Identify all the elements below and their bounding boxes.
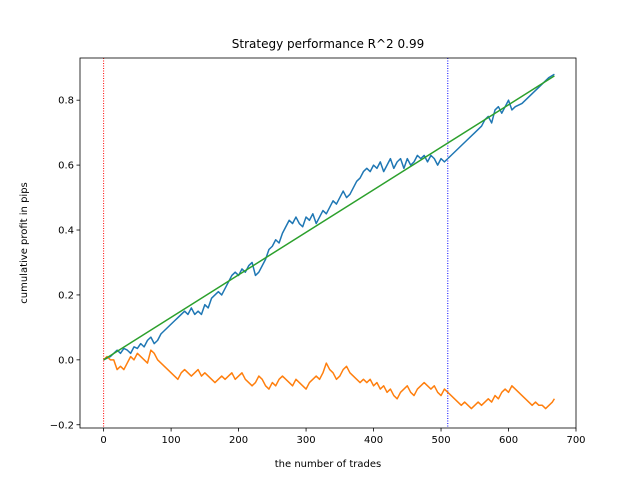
y-tick-label: 0.6 bbox=[58, 161, 74, 172]
y-tick-label: 0.4 bbox=[58, 226, 74, 237]
x-tick-label: 600 bbox=[499, 435, 518, 446]
y-tick-label: 0.2 bbox=[58, 290, 74, 301]
vline-layer bbox=[103, 58, 449, 428]
series-line-1 bbox=[103, 349, 556, 410]
series-layer bbox=[103, 73, 556, 410]
y-tick-label: 0.8 bbox=[58, 96, 74, 107]
x-tick-label: 300 bbox=[297, 435, 316, 446]
y-axis-label: cumulative profit in pips bbox=[19, 182, 30, 304]
x-tick-label: 400 bbox=[364, 435, 383, 446]
x-tick-label: 100 bbox=[162, 435, 181, 446]
x-axis-label: the number of trades bbox=[275, 459, 381, 470]
x-tick-label: 500 bbox=[431, 435, 450, 446]
y-axis-ticks: −0.2 0.0 0.2 0.4 0.6 0.8 bbox=[50, 96, 80, 431]
series-line-0 bbox=[103, 73, 555, 361]
plot-frame bbox=[79, 57, 577, 429]
series-line-2 bbox=[103, 75, 555, 361]
x-tick-label: 0 bbox=[100, 435, 106, 446]
x-tick-label: 200 bbox=[229, 435, 248, 446]
x-tick-label: 700 bbox=[566, 435, 585, 446]
chart-title: Strategy performance R^2 0.99 bbox=[232, 37, 424, 51]
y-tick-label: 0.0 bbox=[58, 355, 74, 366]
x-axis-ticks: 0 100 200 300 400 500 600 700 bbox=[100, 428, 586, 446]
y-tick-label: −0.2 bbox=[50, 420, 74, 431]
